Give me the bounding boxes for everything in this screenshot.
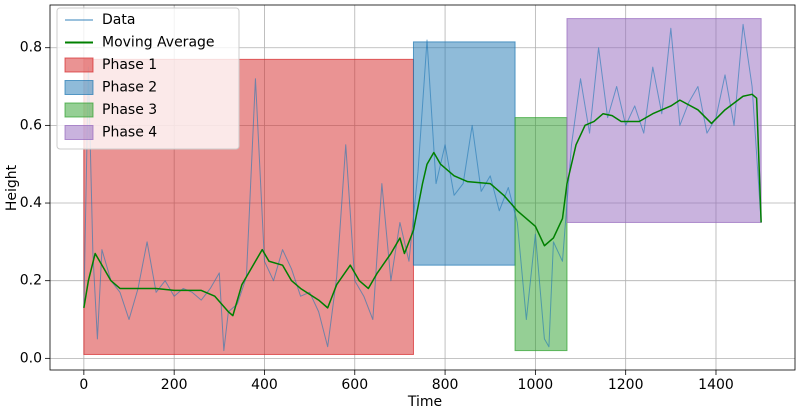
legend-label: Phase 4 bbox=[102, 125, 157, 141]
y-tick-label: 0.4 bbox=[20, 195, 42, 211]
x-tick-label: 1000 bbox=[518, 377, 554, 393]
x-tick-label: 800 bbox=[432, 377, 459, 393]
phase-region bbox=[412, 41, 516, 266]
plot-frame bbox=[49, 4, 796, 371]
legend-label: Phase 2 bbox=[102, 80, 157, 96]
phase-region bbox=[514, 117, 568, 352]
legend-swatch bbox=[64, 125, 94, 140]
y-axis-label: Height bbox=[4, 164, 20, 211]
x-tick-label: 0 bbox=[79, 377, 88, 393]
y-tick-label: 0.6 bbox=[20, 117, 42, 133]
y-tick-label: 0.8 bbox=[20, 40, 42, 56]
series-line bbox=[83, 93, 762, 317]
legend-label: Data bbox=[102, 12, 135, 28]
x-tick-label: 1200 bbox=[608, 377, 644, 393]
legend-box bbox=[56, 7, 240, 150]
x-tick-label: 400 bbox=[251, 377, 278, 393]
y-tick-label: 0.2 bbox=[20, 273, 42, 289]
x-tick-label: 600 bbox=[341, 377, 368, 393]
y-tick-label: 0.0 bbox=[20, 350, 42, 366]
legend-swatch bbox=[64, 57, 94, 73]
series-line bbox=[83, 23, 762, 352]
legend: Data Moving Average Phase 1 Phase 2 Phase 3 P… bbox=[56, 7, 240, 150]
legend-label: Moving Average bbox=[102, 35, 215, 51]
legend-label: Phase 1 bbox=[102, 57, 157, 73]
x-axis-label: Time bbox=[407, 394, 442, 410]
legend-label: Phase 3 bbox=[102, 102, 157, 118]
legend-swatch bbox=[64, 102, 94, 118]
legend-swatch bbox=[64, 80, 94, 95]
x-tick-label: 200 bbox=[161, 377, 188, 393]
x-tick-label: 1400 bbox=[698, 377, 734, 393]
